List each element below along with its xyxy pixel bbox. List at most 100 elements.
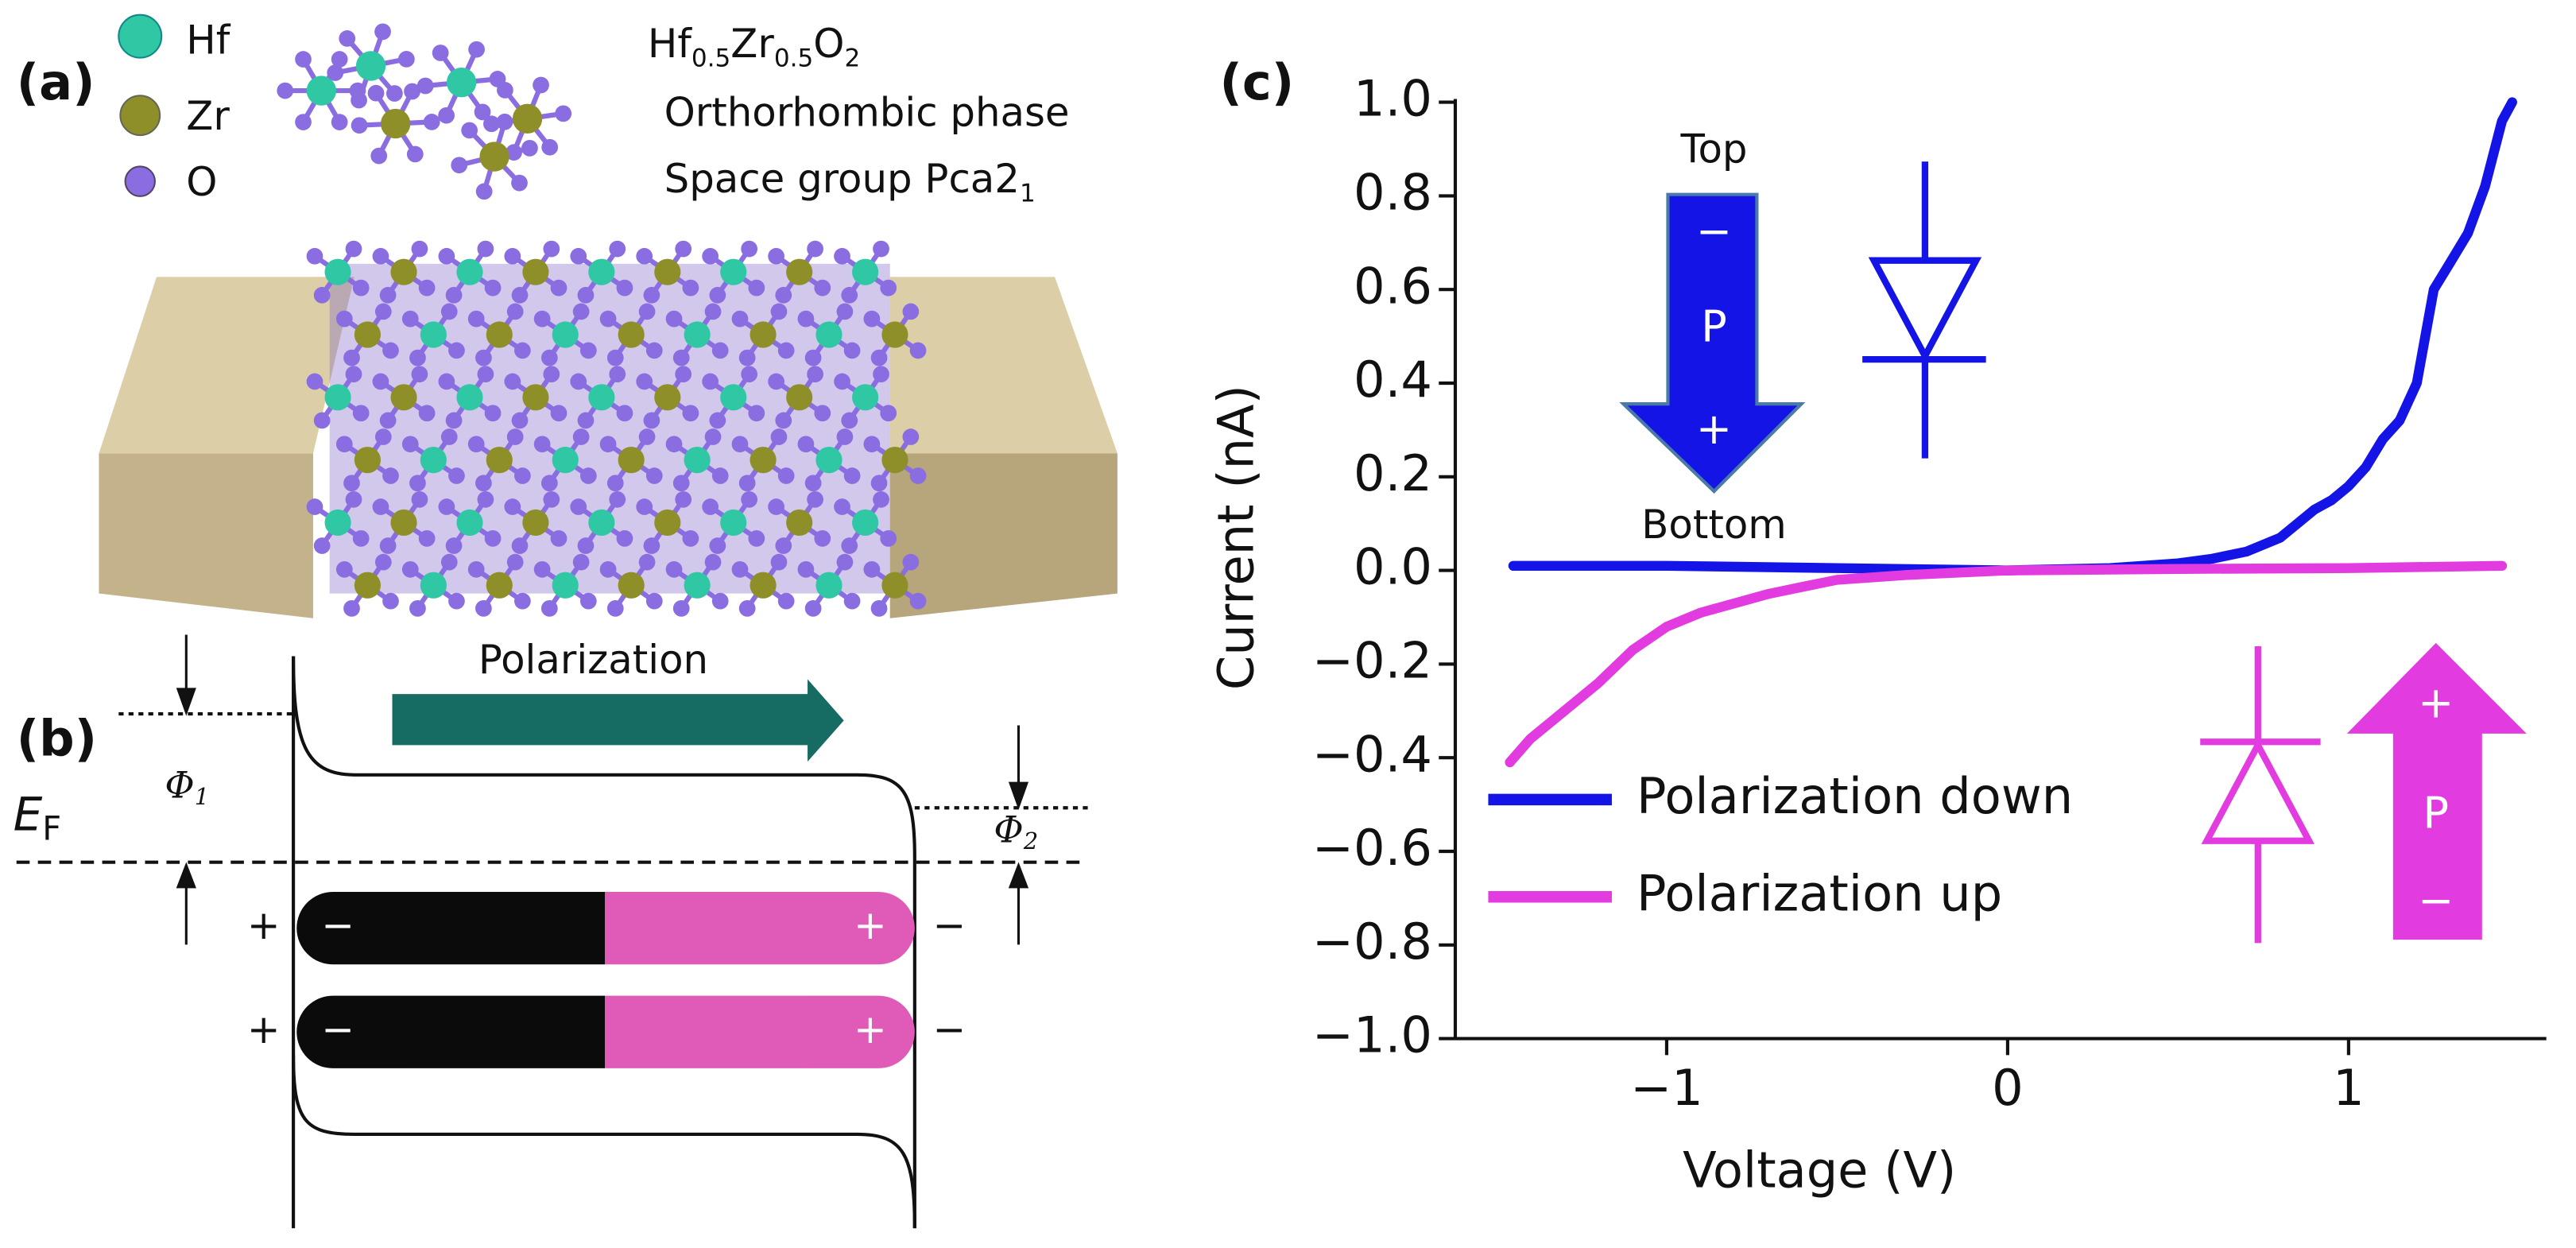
hf-atom: [552, 321, 579, 348]
o-atom: [665, 310, 683, 328]
hf-atom: [456, 509, 483, 537]
o-atom: [902, 303, 920, 320]
o-atom: [702, 247, 719, 265]
o-atom: [475, 475, 492, 492]
o-atom: [836, 428, 854, 445]
zr-atom: [750, 447, 777, 474]
o-atom: [870, 349, 888, 366]
o-atom: [440, 553, 458, 571]
hf-atom: [684, 321, 711, 348]
o-atom: [438, 373, 455, 390]
annotation: Top: [1680, 126, 1748, 172]
o-atom: [570, 498, 587, 515]
arrow-sign: +: [2418, 677, 2454, 727]
o-atom: [616, 529, 633, 547]
o-atom: [814, 279, 831, 296]
hf-atom: [815, 447, 843, 474]
dipole-neg: [296, 995, 606, 1068]
phi1: Φ1: [165, 764, 209, 810]
o-atom: [843, 342, 861, 359]
electrode-right: [889, 453, 1118, 618]
series-line: [1508, 97, 2517, 576]
x-tick-label: −1: [1630, 1059, 1703, 1117]
o-atom: [418, 405, 436, 422]
hf-atom: [306, 76, 337, 106]
legend-label: Hf: [186, 17, 230, 63]
o-atom: [533, 76, 549, 94]
zr-atom: [786, 509, 813, 537]
o-atom: [540, 349, 558, 366]
o-atom: [379, 412, 397, 429]
sign: −: [933, 1006, 966, 1052]
o-atom: [768, 373, 784, 390]
o-atom: [577, 412, 595, 429]
o-atom: [572, 553, 590, 571]
o-atom: [409, 599, 426, 617]
down-arrow: [1619, 192, 1806, 494]
o-atom: [775, 286, 792, 304]
zr-atom: [881, 447, 908, 474]
o-atom: [880, 405, 897, 422]
o-atom: [448, 467, 465, 484]
zr-atom: [786, 258, 813, 285]
o-atom: [768, 247, 784, 265]
o-atom: [511, 537, 529, 554]
o-atom: [841, 412, 858, 429]
o-atom: [843, 467, 861, 484]
arrow-sign: −: [1696, 206, 1732, 256]
o-atom: [636, 247, 653, 265]
zr-atom: [750, 572, 777, 599]
sign: +: [247, 1006, 281, 1052]
zr-atom: [390, 258, 417, 285]
zr-atom: [522, 509, 549, 537]
o-atom: [540, 599, 558, 617]
o-atom: [704, 428, 722, 445]
o-atom: [372, 498, 389, 515]
zr-atom: [750, 321, 777, 348]
o-atom: [440, 428, 458, 445]
o-atom: [873, 240, 889, 258]
o-atom: [704, 553, 722, 571]
o-atom: [606, 349, 624, 366]
o-atom: [770, 303, 788, 320]
o-atom: [438, 247, 455, 265]
space-group: Space group Pca21: [664, 156, 1036, 208]
o-atom: [599, 310, 617, 328]
o-atom: [797, 310, 815, 328]
o-atom: [804, 599, 822, 617]
fermi-sub: F: [42, 809, 61, 847]
o-atom: [374, 553, 392, 571]
o-atom: [409, 349, 426, 366]
o-atom: [863, 436, 881, 453]
diode-triangle: [2201, 738, 2315, 844]
y-tick-label: 0.4: [1354, 351, 1432, 409]
formula-part: Zr: [730, 21, 774, 67]
formula-part: O: [813, 21, 844, 67]
o-atom: [352, 405, 370, 422]
o-atom: [836, 553, 854, 571]
o-atom: [775, 412, 792, 429]
o-atom: [313, 412, 331, 429]
o-atom: [327, 64, 344, 81]
o-atom: [841, 286, 858, 304]
o-atom: [606, 475, 624, 492]
o-atom: [404, 83, 420, 100]
o-atom: [331, 114, 348, 130]
o-atom: [577, 537, 595, 554]
electrode-left: [99, 453, 313, 618]
zr-atom: [618, 447, 645, 474]
o-atom: [807, 240, 823, 258]
o-atom: [797, 436, 815, 453]
zr-atom: [119, 95, 161, 137]
o-atom: [572, 428, 590, 445]
zr-atom: [654, 258, 681, 285]
o-atom: [506, 303, 524, 320]
o-atom: [841, 537, 858, 554]
o-atom: [335, 436, 353, 453]
o-atom: [438, 498, 455, 515]
o-atom: [521, 139, 538, 157]
o-atom: [295, 114, 312, 130]
zr-atom: [522, 258, 549, 285]
o-atom: [345, 240, 362, 258]
